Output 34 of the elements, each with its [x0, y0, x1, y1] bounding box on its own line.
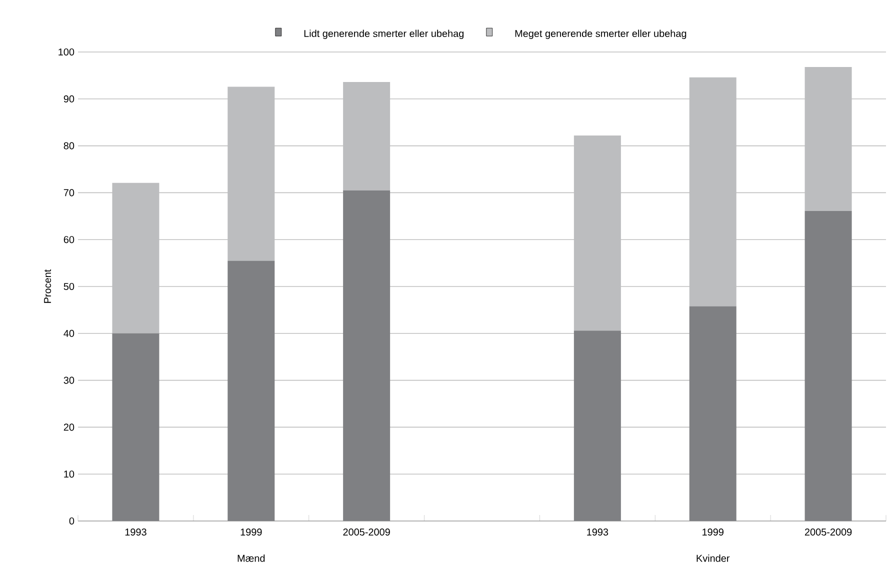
x-tick-label: 2005-2009 — [804, 528, 852, 536]
x-tick-label: 1993 — [125, 528, 146, 536]
bar — [574, 135, 621, 331]
bar — [228, 260, 275, 521]
x-tick-label: 1993 — [587, 528, 608, 536]
bar — [343, 190, 390, 521]
text: Kvinder — [696, 554, 730, 562]
bar — [112, 333, 160, 521]
text: Mænd — [238, 554, 265, 562]
y-tick-label: 50 — [64, 282, 74, 290]
bar — [689, 306, 736, 521]
y-axis-title: Procent — [44, 269, 52, 303]
legend-label: Meget generende smerter eller ubehag — [515, 30, 686, 39]
x-tick-label: 2005-2009 — [343, 528, 390, 536]
bar — [689, 77, 736, 306]
y-tick-label: 60 — [64, 236, 74, 244]
x-tick-label: 1999 — [702, 528, 724, 536]
bar — [804, 210, 852, 521]
bar — [343, 82, 390, 190]
bar — [112, 182, 160, 334]
bar — [574, 330, 621, 521]
y-tick-label: 20 — [64, 424, 74, 431]
legend-label: Lidt generende smerter eller ubehag — [304, 30, 464, 39]
y-tick-label: 30 — [64, 376, 74, 384]
y-tick-label: 90 — [64, 95, 74, 102]
y-tick-label: 0 — [69, 517, 74, 525]
x-tick-label: 1999 — [240, 528, 262, 536]
y-tick-label: 100 — [58, 48, 74, 56]
bar — [228, 86, 275, 261]
y-tick-label: 80 — [64, 142, 74, 150]
y-tick-label: 70 — [64, 189, 74, 196]
bar — [804, 67, 852, 211]
y-tick-label: 10 — [64, 470, 74, 478]
y-tick-label: 40 — [64, 330, 74, 337]
